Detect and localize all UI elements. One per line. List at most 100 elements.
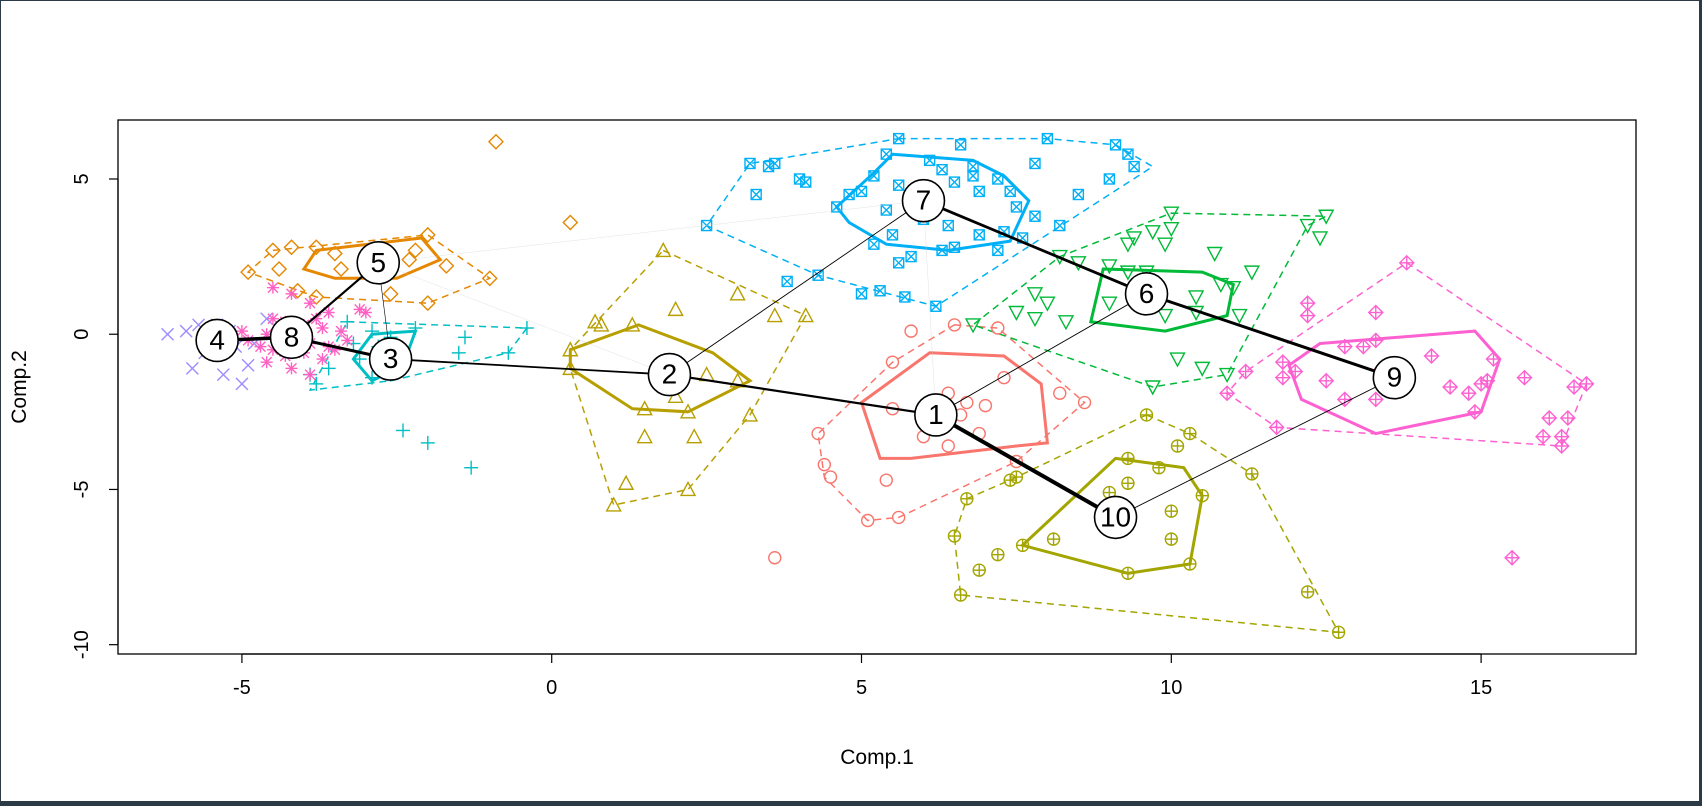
cluster-10-point xyxy=(1015,538,1030,553)
cluster-1-point xyxy=(823,470,838,484)
cluster-7-point xyxy=(967,170,979,182)
cluster-6-point xyxy=(1101,259,1118,275)
cluster-9-point xyxy=(1504,549,1521,566)
cluster-7-point xyxy=(762,160,775,173)
y-tick-label: -5 xyxy=(71,481,93,499)
cluster-3-center-marker xyxy=(368,337,413,381)
cluster-2-inner-hull xyxy=(568,323,753,414)
cluster-2-point xyxy=(679,480,697,497)
cluster-7-point xyxy=(973,185,985,198)
cluster-2-point xyxy=(562,341,579,357)
cluster-1-center-marker xyxy=(914,393,958,437)
cluster-1-point xyxy=(879,473,893,487)
cluster-10-point xyxy=(960,492,974,506)
cluster-7-point xyxy=(1029,210,1041,222)
cluster-9-center-marker xyxy=(1372,355,1417,400)
cluster-7-point xyxy=(954,139,967,151)
cluster-2-point xyxy=(766,307,783,323)
cluster-7-point xyxy=(886,229,899,241)
cluster-9-point xyxy=(1268,419,1285,436)
cluster-6-point xyxy=(1119,237,1137,253)
cluster-3-point xyxy=(396,423,411,438)
cluster-9-point xyxy=(1559,410,1576,427)
cluster-7-point xyxy=(936,244,948,257)
cluster-7-point xyxy=(892,257,905,269)
cluster-10-point xyxy=(1121,476,1135,490)
cluster-7-point xyxy=(800,176,812,188)
cluster-1-point xyxy=(1077,395,1092,410)
cluster-5-point xyxy=(438,257,455,274)
cluster-1-point xyxy=(960,395,974,410)
cluster-6-point xyxy=(1169,352,1186,368)
cluster-7-point xyxy=(1122,148,1134,160)
connection-5-7 xyxy=(378,200,924,263)
cluster-10-center-marker xyxy=(1093,495,1138,540)
cluster-2-point xyxy=(624,316,641,332)
cluster-8-point xyxy=(260,356,273,369)
cluster-4-point xyxy=(260,312,274,326)
cluster-6-center-marker xyxy=(1124,272,1169,316)
cluster-9-center-label: 9 xyxy=(1387,362,1403,393)
cluster-2-point xyxy=(729,372,746,388)
cluster-1-point xyxy=(947,318,962,332)
y-tick-label: 5 xyxy=(71,173,93,184)
cluster-9-point xyxy=(1535,428,1552,445)
cluster-2-point xyxy=(686,428,703,444)
cluster-8-center-marker xyxy=(269,315,314,360)
y-tick-label: 0 xyxy=(71,329,93,340)
x-tick-label: 0 xyxy=(546,677,557,699)
cluster-6-point xyxy=(1318,209,1335,225)
cluster-10-point xyxy=(991,547,1005,562)
cluster-6-point xyxy=(1187,290,1205,306)
cluster-9-point xyxy=(1367,304,1384,321)
cluster-2-point xyxy=(679,403,697,419)
cluster-9-point xyxy=(1460,385,1477,402)
cluster-1-point xyxy=(1053,386,1067,400)
cluster-9-point xyxy=(1423,347,1440,364)
cluster-7-point xyxy=(905,250,917,263)
cluster-7-point xyxy=(855,185,868,198)
cluster-9-point xyxy=(1237,363,1254,380)
cluster-5-point xyxy=(382,285,399,302)
cluster-6-point xyxy=(1311,231,1329,247)
cluster-6-point xyxy=(1163,206,1180,222)
cluster-7-point xyxy=(1128,160,1140,173)
cluster-9-point xyxy=(1485,351,1502,368)
cluster-10-point xyxy=(1164,532,1179,546)
x-tick-label: 10 xyxy=(1160,677,1182,699)
cluster-10-point xyxy=(1121,451,1135,466)
cluster-2-center-label: 2 xyxy=(662,359,678,390)
cluster-10-point xyxy=(1152,461,1166,475)
cluster-10-point xyxy=(1046,532,1061,546)
cluster-9-point xyxy=(1367,391,1384,408)
cluster-5-center-marker xyxy=(356,241,401,285)
cluster-7-inner-hull xyxy=(834,152,1031,252)
x-axis: -5 0 5 10 15 xyxy=(233,653,1492,699)
cluster-6-point xyxy=(1231,308,1248,325)
cluster-1-point xyxy=(811,426,825,441)
cluster-10-point xyxy=(947,529,962,543)
cluster-4-point xyxy=(235,377,249,391)
cluster-8-point xyxy=(285,362,298,375)
cluster-8-point xyxy=(316,353,329,366)
cluster-7-point xyxy=(1054,219,1066,232)
cluster-7-point xyxy=(1010,201,1023,213)
cluster-6-point xyxy=(1194,361,1211,377)
cluster-2-point xyxy=(586,313,604,329)
cluster-5-point xyxy=(326,245,343,262)
cluster-10-point xyxy=(972,563,986,577)
cluster-1-point xyxy=(941,439,955,453)
connection-2-1 xyxy=(669,373,937,417)
connection-10-9 xyxy=(1115,377,1395,518)
cluster-8-point xyxy=(254,340,267,353)
cluster-6-point xyxy=(1163,221,1180,238)
cluster-7-point xyxy=(899,291,911,303)
cluster-5-point xyxy=(481,270,498,287)
cluster-2-point xyxy=(593,316,610,332)
cluster-9-point xyxy=(1367,332,1384,349)
cluster-7-point xyxy=(843,188,855,201)
cluster-6-point xyxy=(1008,305,1025,321)
cluster-1-point xyxy=(978,398,993,413)
connection-5-2 xyxy=(378,262,670,375)
